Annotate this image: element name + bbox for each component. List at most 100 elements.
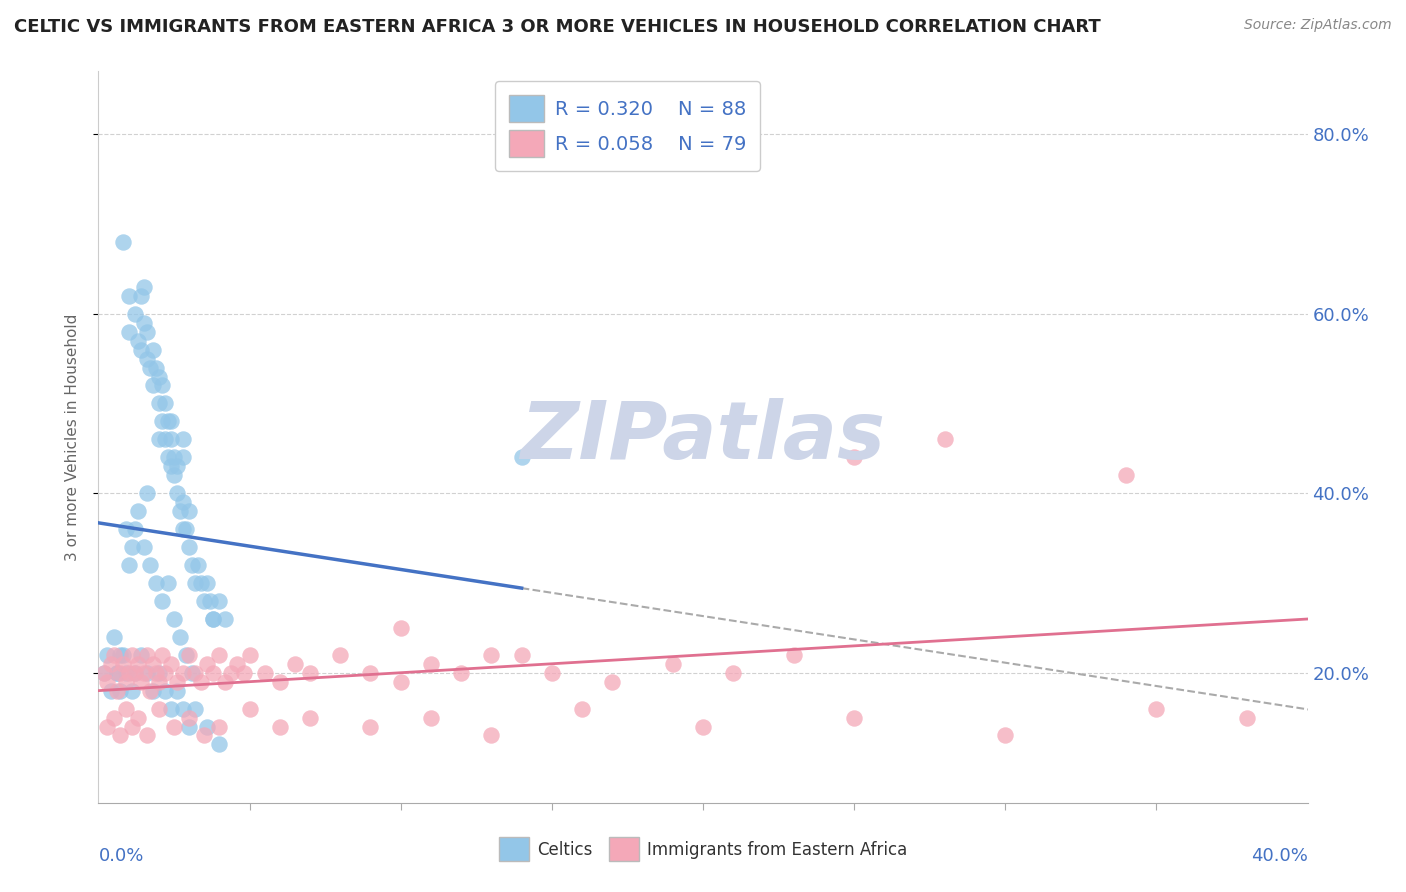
- Point: [187, 558, 209, 572]
- Point: [571, 701, 593, 715]
- Text: CELTIC VS IMMIGRANTS FROM EASTERN AFRICA 3 OR MORE VEHICLES IN HOUSEHOLD CORRELA: CELTIC VS IMMIGRANTS FROM EASTERN AFRICA…: [14, 18, 1101, 36]
- Point: [169, 630, 191, 644]
- Point: [100, 657, 122, 671]
- Point: [160, 433, 183, 447]
- Point: [108, 665, 131, 680]
- Point: [208, 594, 231, 608]
- Point: [844, 710, 866, 724]
- Point: [132, 665, 155, 680]
- Point: [184, 701, 207, 715]
- Point: [450, 665, 472, 680]
- Point: [118, 289, 141, 303]
- Point: [844, 450, 866, 465]
- Point: [96, 648, 118, 662]
- Point: [1144, 701, 1167, 715]
- Point: [156, 414, 179, 428]
- Point: [179, 648, 201, 662]
- Point: [108, 648, 131, 662]
- Point: [202, 612, 225, 626]
- Point: [114, 522, 136, 536]
- Point: [135, 486, 157, 500]
- Point: [184, 665, 207, 680]
- Point: [111, 235, 134, 249]
- Point: [226, 657, 249, 671]
- Point: [692, 719, 714, 733]
- Point: [195, 575, 218, 590]
- Point: [172, 665, 194, 680]
- Point: [195, 719, 218, 733]
- Point: [124, 522, 146, 536]
- Point: [111, 657, 134, 671]
- Point: [360, 665, 382, 680]
- Point: [202, 665, 225, 680]
- Point: [200, 594, 222, 608]
- Point: [299, 710, 322, 724]
- Point: [172, 522, 194, 536]
- Point: [163, 468, 186, 483]
- Point: [103, 630, 125, 644]
- Point: [142, 657, 165, 671]
- Point: [108, 729, 131, 743]
- Point: [96, 674, 118, 689]
- Point: [172, 701, 194, 715]
- Point: [129, 343, 152, 357]
- Point: [190, 674, 212, 689]
- Point: [160, 701, 183, 715]
- Point: [145, 665, 167, 680]
- Point: [420, 710, 443, 724]
- Point: [253, 665, 276, 680]
- Point: [96, 719, 118, 733]
- Point: [193, 729, 215, 743]
- Point: [153, 683, 176, 698]
- Point: [179, 504, 201, 518]
- Point: [148, 369, 170, 384]
- Point: [114, 665, 136, 680]
- Point: [163, 719, 186, 733]
- Point: [202, 612, 225, 626]
- Point: [481, 729, 503, 743]
- Point: [121, 648, 143, 662]
- Point: [129, 648, 152, 662]
- Point: [172, 450, 194, 465]
- Point: [118, 558, 141, 572]
- Point: [166, 683, 188, 698]
- Point: [156, 575, 179, 590]
- Point: [723, 665, 745, 680]
- Point: [103, 648, 125, 662]
- Point: [121, 540, 143, 554]
- Point: [148, 701, 170, 715]
- Point: [510, 450, 533, 465]
- Text: Source: ZipAtlas.com: Source: ZipAtlas.com: [1244, 18, 1392, 32]
- Point: [1236, 710, 1258, 724]
- Point: [994, 729, 1017, 743]
- Point: [299, 665, 322, 680]
- Point: [105, 683, 128, 698]
- Point: [269, 719, 291, 733]
- Point: [139, 558, 162, 572]
- Point: [208, 738, 231, 752]
- Point: [124, 665, 146, 680]
- Point: [934, 433, 956, 447]
- Point: [127, 334, 149, 348]
- Point: [148, 396, 170, 410]
- Point: [284, 657, 307, 671]
- Point: [139, 360, 162, 375]
- Point: [174, 522, 197, 536]
- Point: [156, 450, 179, 465]
- Point: [93, 665, 115, 680]
- Point: [172, 433, 194, 447]
- Point: [166, 674, 188, 689]
- Point: [118, 665, 141, 680]
- Point: [193, 594, 215, 608]
- Point: [148, 674, 170, 689]
- Point: [135, 325, 157, 339]
- Point: [239, 648, 262, 662]
- Point: [239, 701, 262, 715]
- Point: [142, 378, 165, 392]
- Point: [127, 504, 149, 518]
- Y-axis label: 3 or more Vehicles in Household: 3 or more Vehicles in Household: [65, 313, 80, 561]
- Point: [214, 612, 236, 626]
- Point: [132, 279, 155, 293]
- Point: [142, 343, 165, 357]
- Point: [135, 729, 157, 743]
